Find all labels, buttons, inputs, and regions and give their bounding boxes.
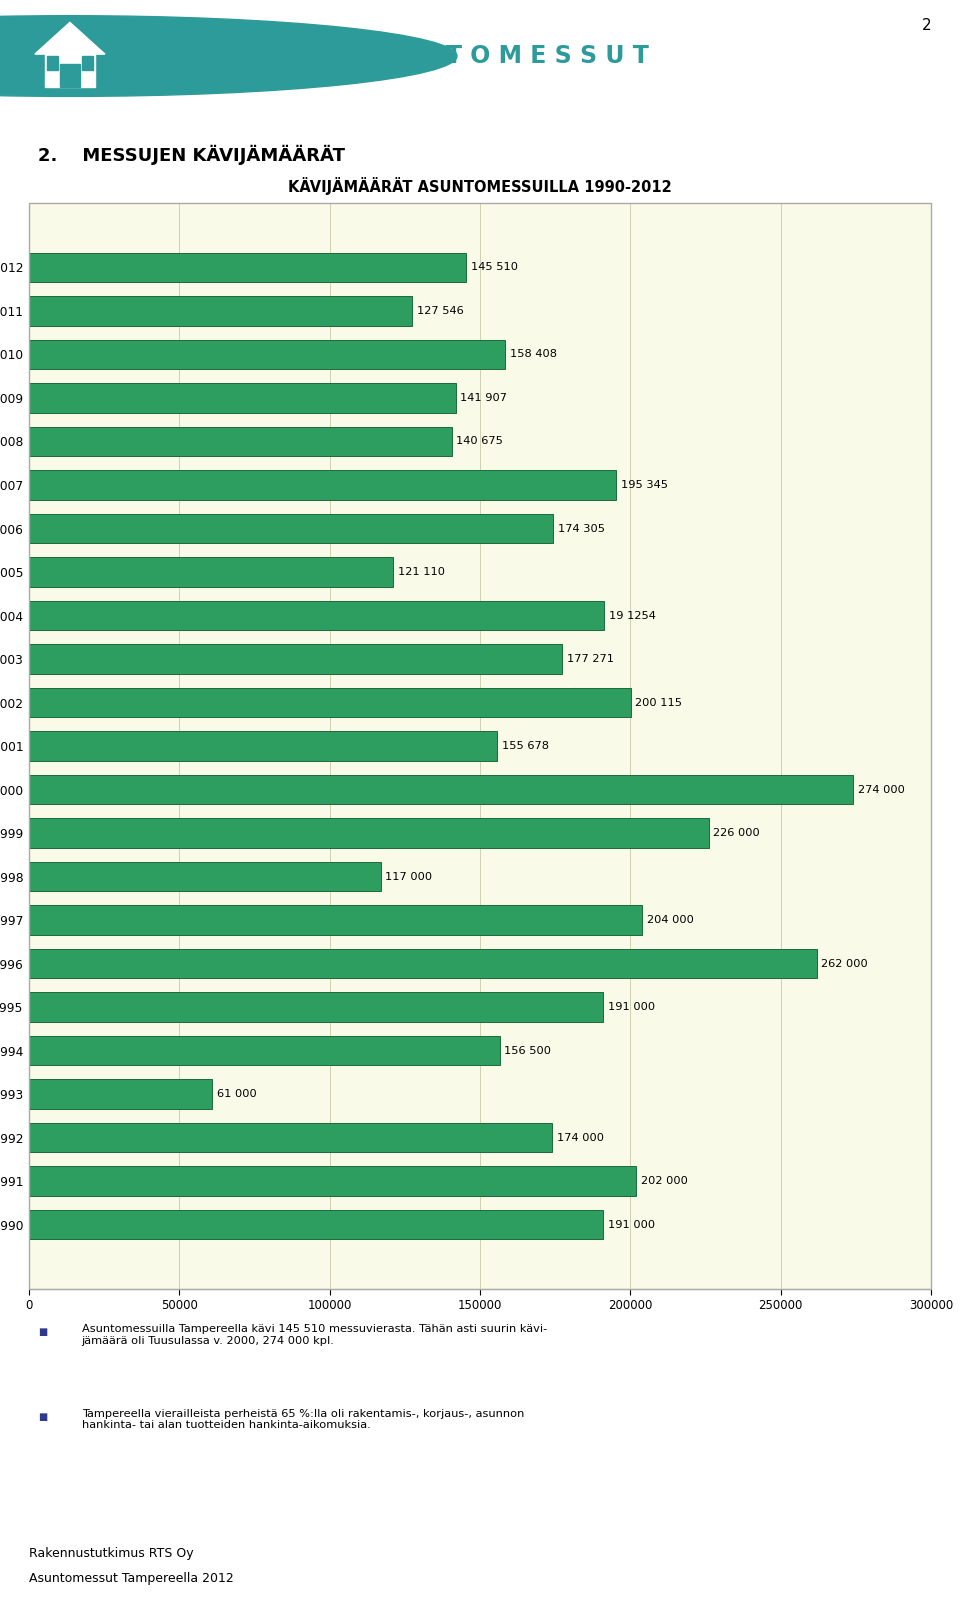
Bar: [29, 644, 562, 674]
Text: ■: ■: [38, 1412, 48, 1422]
Text: 200 115: 200 115: [636, 698, 683, 708]
Bar: [29, 514, 553, 543]
Title: KÄVIJÄMÄÄRÄT ASUNTOMESSUILLA 1990-2012: KÄVIJÄMÄÄRÄT ASUNTOMESSUILLA 1990-2012: [288, 178, 672, 195]
Polygon shape: [45, 51, 95, 86]
Text: 226 000: 226 000: [713, 828, 760, 837]
Bar: [29, 818, 708, 849]
Bar: [29, 339, 505, 370]
Polygon shape: [35, 22, 105, 54]
Bar: [29, 1079, 212, 1109]
Polygon shape: [60, 64, 80, 86]
Text: ■: ■: [38, 1327, 48, 1337]
Bar: [29, 905, 642, 935]
Bar: [29, 383, 456, 413]
Text: 141 907: 141 907: [460, 392, 507, 403]
Text: 145 510: 145 510: [471, 263, 518, 272]
Text: 174 305: 174 305: [558, 524, 605, 533]
Text: 156 500: 156 500: [504, 1045, 551, 1055]
Text: Asuntomessuilla Tampereella kävi 145 510 messuvierasta. Tähän asti suurin kävi-
: Asuntomessuilla Tampereella kävi 145 510…: [82, 1324, 547, 1345]
Bar: [29, 993, 603, 1021]
Text: 274 000: 274 000: [857, 784, 904, 794]
Bar: [29, 557, 393, 588]
Text: 191 000: 191 000: [608, 1220, 655, 1230]
Bar: [29, 732, 497, 760]
Polygon shape: [82, 56, 93, 70]
Text: 117 000: 117 000: [385, 871, 432, 882]
Text: 155 678: 155 678: [501, 741, 548, 751]
Bar: [29, 1167, 636, 1196]
Text: 2: 2: [922, 18, 931, 32]
Bar: [29, 688, 631, 717]
Bar: [29, 1036, 499, 1065]
Text: 127 546: 127 546: [417, 306, 464, 315]
Text: Asuntomessut Tampereella 2012: Asuntomessut Tampereella 2012: [29, 1572, 233, 1585]
Text: 191 000: 191 000: [608, 1002, 655, 1012]
Bar: [29, 253, 467, 282]
Circle shape: [0, 16, 457, 96]
Text: 262 000: 262 000: [822, 959, 868, 969]
Text: 177 271: 177 271: [566, 655, 613, 664]
Bar: [29, 600, 604, 631]
Bar: [29, 296, 413, 325]
Text: 158 408: 158 408: [510, 349, 557, 360]
Text: 61 000: 61 000: [217, 1089, 256, 1100]
Text: 204 000: 204 000: [647, 916, 694, 925]
Bar: [29, 1122, 552, 1153]
Text: 140 675: 140 675: [456, 437, 503, 447]
Polygon shape: [47, 56, 58, 70]
Text: 174 000: 174 000: [557, 1132, 604, 1143]
Text: 121 110: 121 110: [397, 567, 444, 576]
Text: Tampereella vierailleista perheistä 65 %:lla oli rakentamis-, korjaus-, asunnon
: Tampereella vierailleista perheistä 65 %…: [82, 1409, 524, 1430]
Text: 202 000: 202 000: [641, 1177, 687, 1186]
Bar: [29, 861, 381, 892]
Bar: [29, 949, 817, 978]
Bar: [29, 471, 616, 500]
Bar: [29, 775, 853, 804]
Text: 2.    MESSUJEN KÄVIJÄMÄÄRÄT: 2. MESSUJEN KÄVIJÄMÄÄRÄT: [37, 144, 345, 165]
Text: 195 345: 195 345: [621, 480, 668, 490]
Text: 19 1254: 19 1254: [609, 610, 656, 621]
Text: Rakennustutkimus RTS Oy: Rakennustutkimus RTS Oy: [29, 1547, 193, 1559]
Bar: [29, 1210, 603, 1239]
Text: S U O M E N   A S U N T O M E S S U T: S U O M E N A S U N T O M E S S U T: [157, 45, 649, 67]
Bar: [29, 427, 452, 456]
